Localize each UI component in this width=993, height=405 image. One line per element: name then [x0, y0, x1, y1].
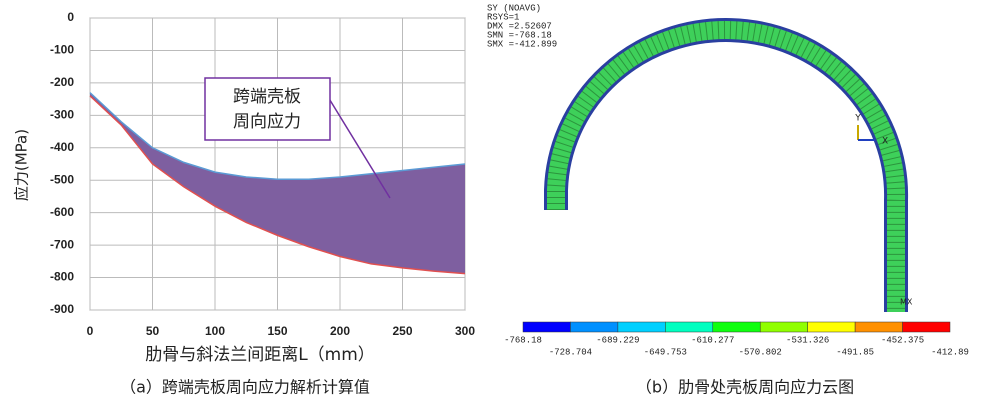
colorbar-cell: [713, 322, 760, 332]
y-tick-label: -400: [50, 140, 74, 154]
colorbar-label: -570.802: [739, 347, 782, 357]
contour-model: Y X MX: [556, 30, 913, 312]
colorbar-cell: [808, 322, 855, 332]
x-tick-label: 300: [455, 324, 475, 338]
colorbar-cell: [760, 322, 807, 332]
colorbar-cell: [570, 322, 617, 332]
x-tick-label: 150: [267, 324, 287, 338]
x-tick-label: 100: [205, 324, 225, 338]
y-tick-label: -100: [50, 43, 74, 57]
y-tick-label: -900: [50, 302, 74, 316]
x-tick-label: 200: [330, 324, 350, 338]
triad-label: Y: [854, 114, 861, 124]
colorbar-cell: [903, 322, 950, 332]
annotation-text: 跨端壳板: [233, 87, 301, 107]
x-tick-label: 0: [87, 324, 94, 338]
y-tick-label: -300: [50, 108, 74, 122]
triad-label: X: [882, 137, 888, 147]
caption: （b）肋骨处壳板周向应力云图: [636, 378, 854, 397]
colorbar-label: -452.375: [881, 335, 924, 345]
colorbar-cell: [665, 322, 712, 332]
header-line: SMX =-412.899: [487, 39, 557, 49]
colorbar-label: -531.326: [786, 335, 829, 345]
y-tick-label: -600: [50, 205, 74, 219]
colorbar-label: -689.229: [596, 335, 639, 345]
x-tick-label: 50: [146, 324, 160, 338]
y-tick-label: -700: [50, 237, 74, 251]
colorbar-cell: [855, 322, 902, 332]
colorbar-label: -768.18: [504, 335, 542, 345]
colorbar-label: -728.704: [549, 347, 592, 357]
colorbar-label: -491.85: [836, 347, 874, 357]
y-tick-label: -800: [50, 270, 74, 284]
y-tick-label: -500: [50, 172, 74, 186]
caption: （a）跨端壳板周向应力解析计算值: [120, 378, 370, 397]
y-tick-label: -200: [50, 75, 74, 89]
y-axis-title: 应力(MPa): [13, 129, 31, 201]
colorbar-cell: [523, 322, 570, 332]
x-tick-label: 250: [392, 324, 412, 338]
max-marker: MX: [900, 298, 913, 307]
x-axis-title: 肋骨与斜法兰间距离L（mm）: [145, 345, 375, 365]
colorbar-cell: [618, 322, 665, 332]
figure: 应力(MPa) 肋骨与斜法兰间距离L（mm） （a）跨端壳板周向应力解析计算值 …: [0, 0, 993, 405]
colorbar-label: -610.277: [691, 335, 734, 345]
y-tick-label: 0: [67, 10, 74, 24]
colorbar-label: -412.89: [931, 347, 969, 357]
colorbar-label: -649.753: [644, 347, 687, 357]
annotation-text: 周向应力: [233, 112, 301, 132]
